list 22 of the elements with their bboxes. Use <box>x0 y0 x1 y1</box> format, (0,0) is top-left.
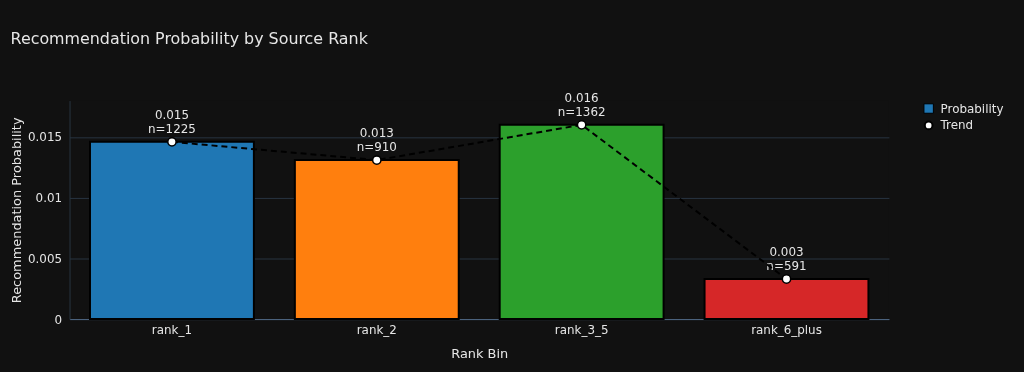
data-label: 0.003 n=591 <box>766 245 807 274</box>
point <box>781 274 792 284</box>
data-label: 0.015 n=1225 <box>148 108 196 136</box>
bar <box>703 278 870 321</box>
legend-label: Probability <box>940 101 1004 116</box>
chart-title: Recommendation Probability by Source Rank <box>10 29 369 49</box>
point <box>576 119 587 130</box>
y-tick-label: 0.015 <box>27 130 63 145</box>
y-tick-label: 0 <box>54 312 63 327</box>
x-tick-label: rank_2 <box>356 323 397 338</box>
data-label: 0.013 n=910 <box>356 126 397 155</box>
x-axis-title: Rank Bin <box>451 346 509 362</box>
y-tick-label: 0.01 <box>35 191 63 206</box>
y-tick-label: 0.005 <box>27 251 63 266</box>
data-label: 0.016 n=1362 <box>557 91 606 119</box>
y-axis-title: Recommendation Probability <box>9 117 24 304</box>
x-tick-label: rank_3_5 <box>554 323 609 338</box>
x-tick-label: rank_1 <box>151 323 193 338</box>
x-tick-label: rank_6_plus <box>751 323 822 338</box>
legend-label: Trend <box>939 118 974 133</box>
point <box>167 136 177 147</box>
point <box>371 155 382 165</box>
